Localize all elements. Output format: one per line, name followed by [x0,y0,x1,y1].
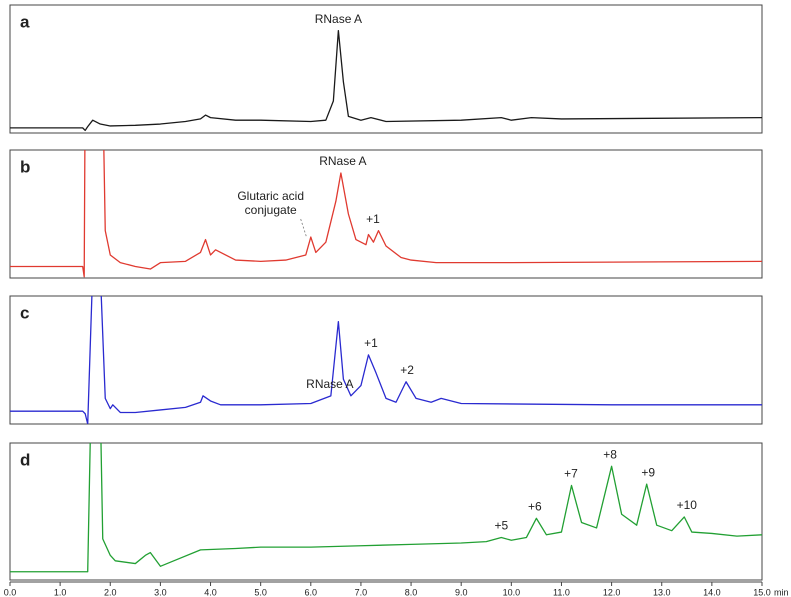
annotation: +7 [564,467,578,481]
panel-letter: d [20,450,30,469]
x-tick-label: 5.0 [254,587,267,597]
annotation: +1 [364,336,378,350]
x-tick-label: 3.0 [154,587,167,597]
x-tick-label: 9.0 [455,587,468,597]
panel-letter: a [20,12,30,31]
annotation: +8 [603,447,617,461]
x-axis-label: min [774,587,789,597]
panel: d +5 +6 +7 +8 +9 +10 0.0 1.0 2.0 3.0 4.0 5.0 6.0 7.0 8.… [4,442,789,597]
x-tick-label: 15.0 [753,587,771,597]
panel: a RNase A [9,4,763,134]
x-tick-label: 7.0 [355,587,368,597]
x-tick-label: 6.0 [305,587,318,597]
annotation: +5 [494,519,508,533]
panel-frame [9,149,763,279]
panel: c RNase A +1 +2 [9,295,763,425]
trace [10,296,762,424]
x-tick-label: 14.0 [703,587,721,597]
leader-line [300,218,307,237]
x-tick-label: 12.0 [603,587,621,597]
annotation: +9 [641,465,655,479]
x-tick-label: 0.0 [4,587,17,597]
panel-frame [9,295,763,425]
annotation: RNase A [306,377,353,391]
annotation: conjugate [245,203,297,217]
x-tick-label: 13.0 [653,587,671,597]
panel-letter: c [20,303,29,322]
x-tick-label: 11.0 [553,587,570,597]
annotation: +10 [677,498,698,512]
trace [10,150,762,278]
annotation: +1 [366,212,380,226]
panel-frame [9,4,763,134]
x-tick-label: 2.0 [104,587,117,597]
annotation: Glutaric acid [237,189,304,203]
x-tick-label: 8.0 [405,587,418,597]
panel-letter: b [20,157,30,176]
trace [10,443,762,573]
annotation: RNase A [315,12,362,26]
x-tick-label: 10.0 [503,587,521,597]
x-tick-label: 1.0 [54,587,67,597]
x-tick-label: 4.0 [204,587,217,597]
annotation: RNase A [319,154,366,168]
panel-frame [9,442,763,581]
trace [10,29,762,132]
annotation: +6 [528,500,542,514]
annotation: +2 [400,363,414,377]
